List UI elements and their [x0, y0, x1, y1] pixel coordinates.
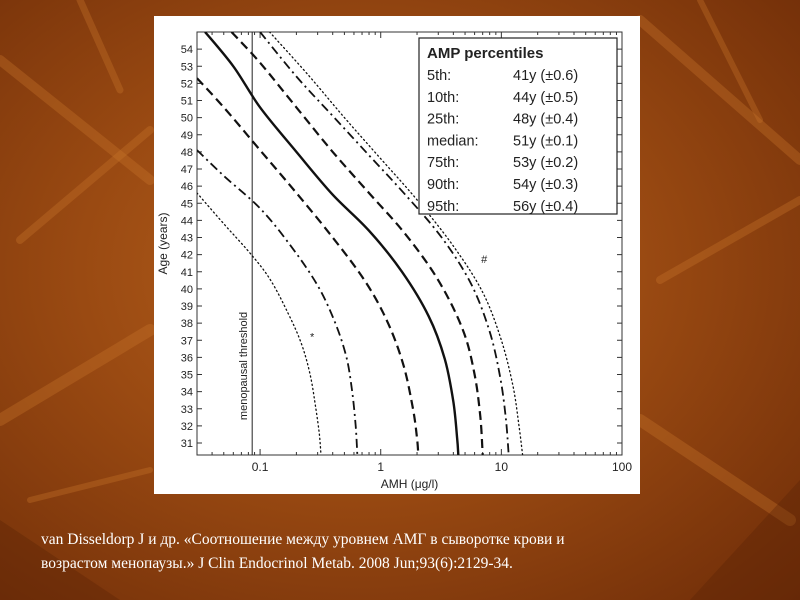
y-tick-label: 40	[181, 284, 193, 296]
percentile-curve-7	[268, 32, 524, 455]
plot-frame	[196, 31, 623, 456]
y-tick-label: 34	[181, 387, 193, 399]
chart-figure: 31 32 33 34 35 36 37 38 39 40 41 42 43 44 45 46 47 48 49 50…	[154, 16, 640, 494]
annotation-1: #	[481, 254, 488, 266]
percentile-curve-5	[230, 32, 484, 455]
x-tick-label: 1	[377, 460, 384, 474]
x-tick-label: 10	[495, 460, 509, 474]
legend-entry-value: 53y (±0.2)	[513, 155, 578, 171]
legend-entry-value: 41y (±0.6)	[513, 68, 578, 84]
legend-entry-value: 44y (±0.5)	[513, 90, 578, 106]
legend-entry-value: 48y (±0.4)	[513, 112, 578, 128]
legend-entry-value: 56y (±0.4)	[513, 199, 578, 215]
y-tick-label: 42	[181, 250, 193, 262]
y-tick-label: 41	[181, 267, 193, 279]
y-tick-label: 39	[181, 301, 193, 313]
legend-entry-label: 90th:	[427, 177, 459, 193]
legend-entry-label: 10th:	[427, 90, 459, 106]
y-tick-label: 35	[181, 370, 193, 382]
y-tick-label: 45	[181, 198, 193, 210]
citation-caption: van Disseldorp J и др. «Соотношение межд…	[41, 528, 781, 576]
y-tick-label: 50	[181, 113, 193, 125]
percentile-curve-1	[197, 192, 322, 455]
percentile-curve-4	[204, 32, 460, 455]
y-tick-label: 51	[181, 96, 193, 108]
percentile-curve-2	[197, 149, 359, 455]
legend-title: AMP percentiles	[427, 45, 543, 62]
y-tick-label: 32	[181, 421, 193, 433]
legend-entry-label: 75th:	[427, 155, 459, 171]
legend-entry-value: 51y (±0.1)	[513, 133, 578, 149]
y-tick-label: 47	[181, 164, 193, 176]
legend-entry-label: 5th:	[427, 68, 451, 84]
y-tick-label: 33	[181, 404, 193, 416]
caption-line-2: возрастом менопаузы.» J Clin Endocrinol …	[41, 555, 513, 572]
x-tick-label: 0.1	[252, 460, 269, 474]
annotation-2: *	[310, 331, 315, 343]
legend-box	[418, 37, 618, 215]
percentile-curve-3	[197, 77, 420, 455]
y-tick-label: 37	[181, 335, 193, 347]
legend-entry-label: 95th:	[427, 199, 459, 215]
y-tick-label: 53	[181, 61, 193, 73]
y-tick-label: 54	[181, 44, 193, 56]
y-tick-label: 48	[181, 147, 193, 159]
legend-entry-value: 54y (±0.3)	[513, 177, 578, 193]
caption-line-1: van Disseldorp J и др. «Соотношение межд…	[41, 531, 565, 548]
legend-entry-label: 25th:	[427, 112, 459, 128]
y-tick-label: 46	[181, 181, 193, 193]
y-tick-label: 38	[181, 318, 193, 330]
y-tick-label: 31	[181, 438, 193, 450]
x-tick-label: 100	[612, 460, 632, 474]
x-axis-label: AMH (μg/l)	[381, 477, 439, 491]
percentile-curve-6	[259, 32, 510, 455]
y-tick-label: 36	[181, 352, 193, 364]
y-axis-label: Age (years)	[156, 212, 170, 274]
amh-percentile-chart: 31 32 33 34 35 36 37 38 39 40 41 42 43 44 45 46 47 48 49 50…	[156, 31, 632, 491]
y-tick-label: 44	[181, 215, 193, 227]
y-tick-label: 43	[181, 233, 193, 245]
y-tick-label: 52	[181, 78, 193, 90]
legend-entry-label: median:	[427, 133, 479, 149]
y-tick-label: 49	[181, 130, 193, 142]
threshold-label: menopausal threshold	[238, 312, 250, 420]
